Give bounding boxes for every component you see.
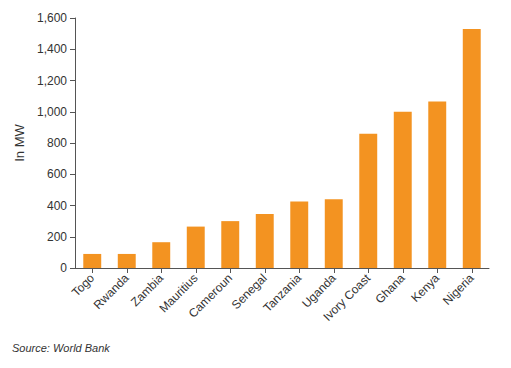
svg-text:Mauritius: Mauritius	[156, 271, 201, 316]
svg-text:Source: World Bank: Source: World Bank	[12, 342, 110, 354]
svg-text:Cameroun: Cameroun	[186, 271, 235, 320]
svg-text:Nigeria: Nigeria	[440, 271, 477, 308]
svg-text:Tanzania: Tanzania	[260, 271, 304, 315]
svg-text:400: 400	[47, 199, 67, 213]
svg-text:Zambia: Zambia	[128, 271, 167, 310]
svg-text:1,600: 1,600	[37, 11, 67, 25]
svg-text:0: 0	[60, 261, 67, 275]
svg-text:Uganda: Uganda	[299, 271, 339, 311]
svg-text:1,000: 1,000	[37, 105, 67, 119]
svg-text:600: 600	[47, 167, 67, 181]
svg-text:1,200: 1,200	[37, 74, 67, 88]
svg-text:Senegal: Senegal	[228, 271, 270, 313]
svg-text:200: 200	[47, 230, 67, 244]
svg-text:In MW: In MW	[12, 123, 27, 161]
svg-text:800: 800	[47, 136, 67, 150]
svg-text:1,400: 1,400	[37, 42, 67, 56]
svg-text:Kenya: Kenya	[408, 271, 442, 305]
svg-text:Rwanda: Rwanda	[91, 271, 132, 312]
svg-text:Ivory Coast: Ivory Coast	[320, 271, 373, 324]
svg-text:Ghana: Ghana	[372, 271, 408, 307]
svg-text:Togo: Togo	[69, 271, 98, 300]
